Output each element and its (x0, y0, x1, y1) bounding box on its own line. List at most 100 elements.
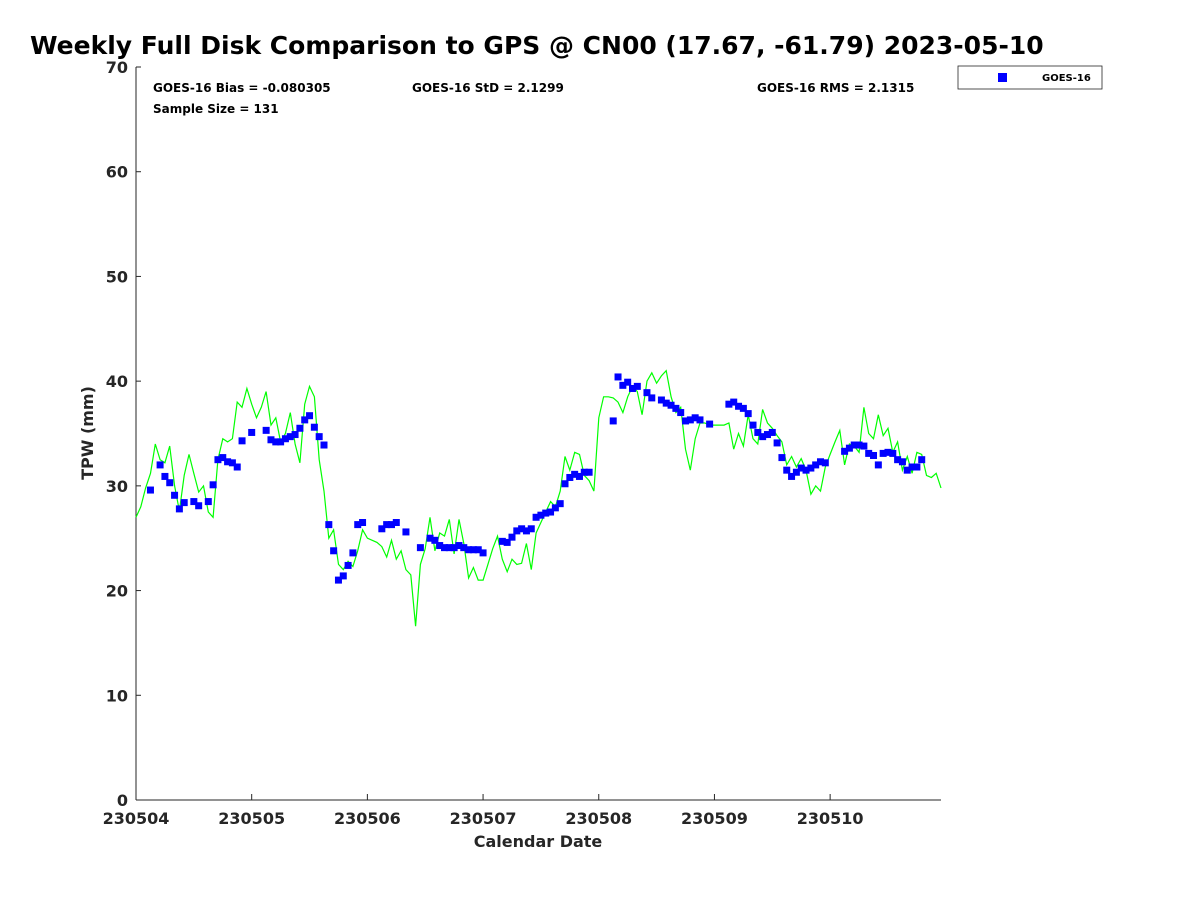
goes16-point (706, 420, 714, 428)
goes16-point (556, 500, 564, 508)
goes16-point (580, 468, 588, 476)
goes16-point (879, 449, 887, 457)
goes16-point (889, 449, 897, 457)
goes16-point (855, 441, 863, 449)
goes16-point (874, 461, 882, 469)
gps-tpw-series-line (135, 369, 942, 627)
goes16-point (508, 533, 516, 541)
goes16-point (291, 431, 299, 439)
goes16-point (378, 525, 386, 533)
goes16-point (233, 463, 241, 471)
goes16-point (783, 466, 791, 474)
goes16-point (566, 473, 574, 481)
goes16-point (551, 504, 559, 512)
legend: GOES-16 (957, 65, 1103, 90)
goes16-point (739, 404, 747, 412)
goes16-point (624, 378, 632, 386)
y-tick-label: 50 (106, 267, 128, 286)
goes16-point (807, 464, 815, 472)
goes16-point (682, 417, 690, 425)
goes16-point (744, 410, 752, 418)
goes16-point (349, 549, 357, 557)
goes16-point (759, 433, 767, 441)
goes16-point (469, 546, 477, 554)
legend-label: GOES-16 (1042, 73, 1091, 84)
goes16-point (522, 527, 530, 535)
x-tick-label: 230504 (103, 809, 170, 828)
goes16-point (845, 444, 853, 452)
goes16-point (609, 417, 617, 425)
goes16-point (537, 511, 545, 519)
goes16-point (267, 436, 275, 444)
goes16-point (262, 426, 270, 434)
chart-title: Weekly Full Disk Comparison to GPS @ CN0… (30, 31, 1044, 60)
goes16-point (277, 438, 285, 446)
goes16-point (416, 544, 424, 552)
goes16-point (146, 486, 154, 494)
legend-marker (998, 73, 1007, 82)
goes16-point (301, 416, 309, 424)
goes16-point (171, 491, 179, 499)
goes16-point (778, 454, 786, 462)
goes16-point (315, 433, 323, 441)
gps-tpw-line (135, 369, 942, 627)
goes16-point (648, 394, 656, 402)
goes16-point (802, 466, 810, 474)
goes16-point (841, 447, 849, 455)
y-tick-label: 10 (106, 686, 128, 705)
goes16-point (672, 404, 680, 412)
goes16-point (503, 538, 511, 546)
goes16-point (571, 470, 579, 478)
goes16-point (735, 402, 743, 410)
goes16-point (619, 381, 627, 389)
goes16-point (272, 438, 280, 446)
goes16-point (474, 546, 482, 554)
goes16-point (763, 431, 771, 439)
y-tick-label: 30 (106, 477, 128, 496)
goes16-point (180, 499, 188, 507)
goes16-point (320, 441, 328, 449)
goes16-point (773, 439, 781, 447)
goes16-point (903, 466, 911, 474)
goes16-point (898, 458, 906, 466)
goes16-point (387, 521, 395, 529)
goes16-point (894, 456, 902, 464)
goes16-point (913, 463, 921, 471)
goes16-point (354, 521, 362, 529)
goes16-point (441, 544, 449, 552)
goes16-point (286, 433, 294, 441)
y-tick-label: 40 (106, 372, 128, 391)
goes16-point (865, 449, 873, 457)
goes16-point (542, 509, 550, 517)
goes16-point (436, 542, 444, 550)
goes16-point (460, 544, 468, 552)
goes16-point (575, 472, 583, 480)
goes16-point (812, 461, 820, 469)
std-stat: GOES-16 StD = 2.1299 (412, 81, 564, 95)
goes16-point (175, 505, 183, 513)
goes16-point (465, 546, 473, 554)
x-tick-label: 230509 (681, 809, 748, 828)
goes16-point (788, 472, 796, 480)
goes16-point (754, 428, 762, 436)
goes16-point (445, 544, 453, 552)
goes16-point (325, 521, 333, 529)
goes16-point (219, 454, 227, 462)
goes16-point (918, 456, 926, 464)
legend-box (957, 65, 1103, 90)
goes16-point (749, 421, 757, 429)
goes16-point (677, 409, 685, 417)
goes16-point (686, 416, 694, 424)
goes16-point (498, 537, 506, 545)
goes16-point (730, 398, 738, 406)
goes16-point (479, 549, 487, 557)
x-axis-ticks: 230504 230505 230506 230507 230508 230509 2305… (103, 794, 864, 828)
goes16-point (662, 399, 670, 407)
goes16-point (667, 401, 675, 409)
goes16-point (359, 519, 367, 527)
goes16-point (455, 542, 463, 550)
goes16-point (725, 400, 733, 408)
goes16-point (330, 547, 338, 555)
goes16-point (527, 525, 535, 533)
